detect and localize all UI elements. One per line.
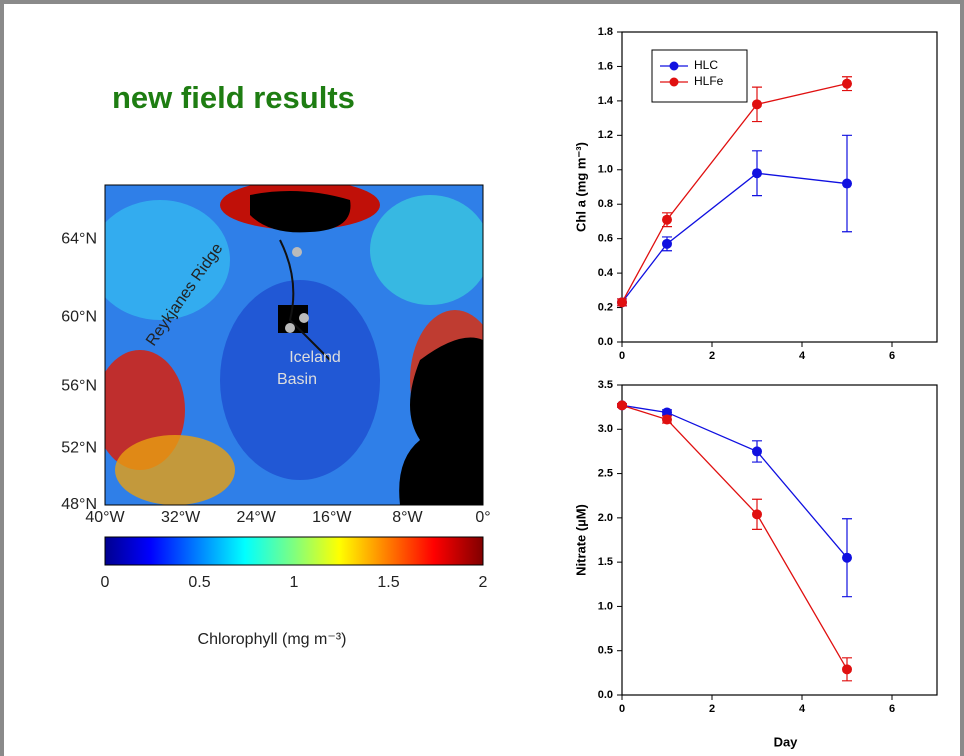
legend-label: HLFe [694,74,724,88]
lon-tick-label: 32°W [161,509,201,526]
legend-box [651,49,748,103]
y-tick-label: 2.5 [598,467,613,479]
data-point [752,446,762,457]
plot-frame [621,31,938,343]
lon-tick-label: 16°W [312,509,352,526]
lon-tick-label: 40°W [85,509,125,526]
y-tick-label: 3.0 [598,423,613,435]
x-tick-label: 0 [619,703,625,715]
lat-tick-label: 56°N [61,377,97,394]
data-point [752,509,762,520]
x-tick-label: 2 [709,703,715,715]
plot-frame [621,384,938,696]
y-tick-label: 1.0 [598,600,613,612]
data-point [662,214,672,225]
x-tick-label: 0 [619,350,625,362]
data-point [662,414,672,425]
y-axis-title: Chl a (mg m⁻³) [573,142,588,232]
y-axis-title: Nitrate (µM) [573,504,588,576]
colorbar-tick-label: 0 [101,574,110,591]
lat-tick-label: 64°N [61,231,97,248]
y-tick-label: 0.0 [598,336,613,348]
basin-label: Basin [277,371,317,388]
series-line [621,404,848,670]
colorbar-label: Chlorophyll (mg m⁻³) [198,631,347,648]
data-point [842,78,852,89]
series-line [621,83,848,303]
y-tick-label: 1.2 [598,129,613,141]
x-tick-label: 4 [799,703,806,715]
data-point [842,664,852,675]
chlorophyll-map [105,185,483,505]
series-line [621,172,848,303]
lat-tick-label: 48°N [61,496,97,513]
data-point [617,400,627,411]
lon-tick-label: 0° [475,509,490,526]
x-axis-title: Day [774,734,799,749]
y-tick-label: 0.0 [598,689,613,701]
basin-label: Iceland [289,349,341,366]
y-tick-label: 1.6 [598,60,613,72]
data-point [662,238,672,249]
map-frame [104,184,484,506]
data-point [842,178,852,189]
data-point [662,407,672,418]
x-tick-label: 6 [889,350,895,362]
x-tick-label: 6 [889,703,895,715]
data-point [617,297,627,308]
y-tick-label: 1.5 [598,556,613,568]
colorbar-tick-label: 1.5 [377,574,399,591]
x-tick-label: 2 [709,350,715,362]
y-tick-label: 2.0 [598,512,613,524]
lat-tick-label: 60°N [61,308,97,325]
x-tick-label: 4 [799,350,806,362]
y-tick-label: 1.8 [598,26,613,38]
y-tick-label: 1.4 [598,95,614,107]
data-point [752,99,762,110]
y-tick-label: 1.0 [598,164,613,176]
legend-label: HLC [694,58,718,72]
data-point [752,168,762,179]
lat-tick-label: 52°N [61,439,97,456]
legend-marker [669,77,679,87]
data-point [842,552,852,563]
y-tick-label: 0.8 [598,198,613,210]
legend-marker [669,61,679,71]
colorbar [104,536,484,566]
lon-tick-label: 24°W [237,509,277,526]
colorbar-tick-label: 2 [479,574,488,591]
colorbar-tick-label: 0.5 [188,574,210,591]
y-tick-label: 0.4 [598,267,614,279]
slide-title: new field results [112,80,355,115]
series-line [621,404,848,559]
lon-tick-label: 8°W [392,509,423,526]
y-tick-label: 0.5 [598,645,613,657]
y-tick-label: 0.6 [598,233,613,245]
colorbar-tick-label: 1 [290,574,299,591]
y-tick-label: 0.2 [598,301,613,313]
y-tick-label: 3.5 [598,379,613,391]
